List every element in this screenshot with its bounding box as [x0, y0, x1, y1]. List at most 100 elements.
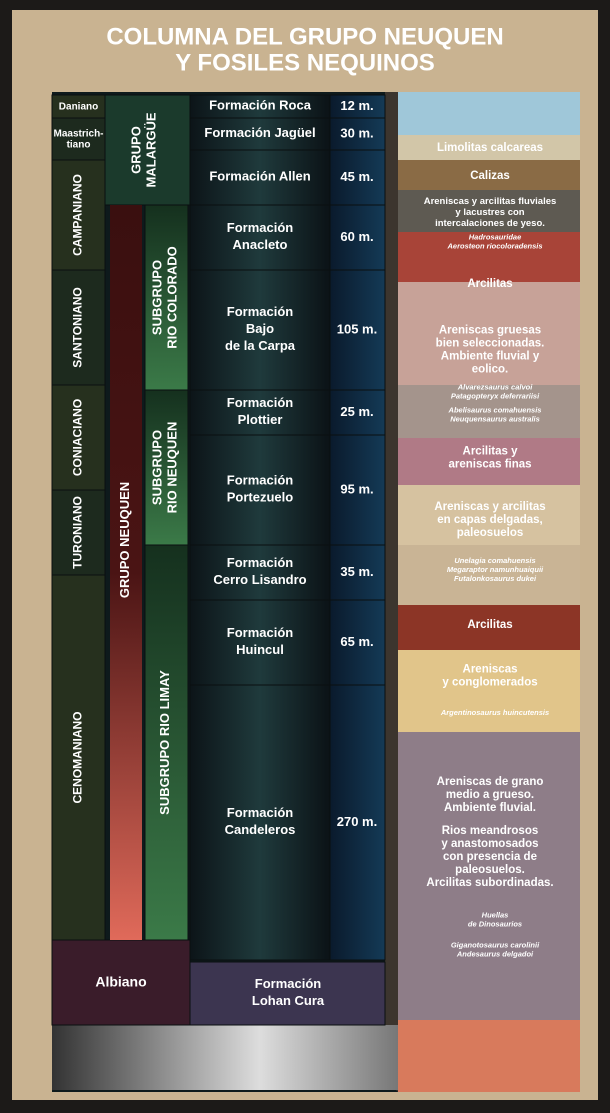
age-label-line: Albiano [95, 973, 146, 989]
lithology-label-line: Arcilitas [467, 278, 512, 290]
rock-layer [398, 385, 580, 438]
fossil-label-line: Patagopteryx deferrariisi [451, 391, 540, 400]
lithology-label-line: y anastomosados [441, 838, 538, 850]
age-label: Maastrich-tiano [53, 128, 103, 150]
lithology-label-line: Calizas [470, 170, 510, 182]
rock-layer [398, 190, 580, 232]
thickness-cell [329, 149, 386, 206]
fossil-label-line: Abelisaurus comahuensis [448, 405, 542, 414]
formation-name-line: Formación Jagüel [204, 125, 315, 140]
group-cell [110, 205, 142, 940]
rock-layer [398, 282, 580, 385]
age-cell [51, 269, 106, 386]
rock-layer [398, 232, 580, 282]
thickness-cell [329, 117, 386, 151]
subgroup-label-line: RIO NEUQUEN [165, 422, 180, 514]
rock-layer [398, 605, 580, 650]
formation-name-line: Formación Roca [209, 98, 312, 113]
lithology-label: Limolitas calcareas [437, 142, 543, 154]
title-line: Y FOSILES NEQUINOS [175, 49, 435, 76]
lithology-label-line: Ambiente fluvial y [441, 351, 540, 363]
formation-name: Formación Bajo de la Carpa [225, 304, 296, 353]
lithology-label-line: eolico. [472, 364, 508, 376]
thickness-cell [329, 599, 386, 686]
formation-name-line: Bajo [246, 321, 274, 336]
thickness-label: 25 m. [340, 404, 373, 419]
lithology-label-line: Arcilitas y [463, 446, 519, 458]
age-label-line: TURONIANO [71, 496, 85, 569]
formation-name: Formación Plottier [227, 395, 294, 427]
subgroup-cell [144, 389, 189, 546]
fossil-label-line: Neuquensaurus australis [450, 414, 540, 423]
subgroup-label-line: RIO COLORADO [165, 246, 180, 349]
formation-name: Formación Portezuelo [227, 473, 294, 505]
lithology-label-line: Areniscas y arcilitas fluviales [424, 196, 557, 207]
lithology-label: Arcilitas [467, 278, 512, 290]
formation-cell [189, 269, 331, 391]
thickness-cell [329, 544, 386, 601]
lithology-label-line: Areniscas de grano [437, 776, 544, 788]
subgroup-label: SUBGRUPORIO COLORADO [150, 246, 180, 349]
fossil-label-line: Huellas [482, 910, 509, 919]
formation-name-line: Formación [227, 395, 294, 410]
formation-cell [189, 389, 331, 436]
rock-layer [398, 485, 580, 545]
fossil-label-line: Hadrosauridae [469, 232, 522, 241]
formation-cell [189, 117, 331, 151]
fossil-label: Huellas de Dinosaurios [468, 910, 522, 928]
subgroup-label: SUBGRUPO RIO LIMAY [157, 670, 172, 815]
fossil-label-line: Futalonkosaurus dukei [454, 574, 537, 583]
rock-layer [398, 1020, 580, 1092]
group-label-line: MALARGÜE [144, 112, 159, 187]
age-cell [51, 574, 106, 941]
fossil-label-line: Argentinosaurus huincutensis [440, 708, 549, 717]
formation-cell [189, 599, 331, 686]
rock-layer [398, 732, 580, 1020]
formation-name-line: Plottier [238, 412, 283, 427]
formation-name-line: Portezuelo [227, 490, 294, 505]
thickness-label: 12 m. [340, 98, 373, 113]
age-label-line: CAMPANIANO [71, 174, 85, 256]
age-label: CONIACIANO [71, 399, 85, 476]
formation-name-line: de la Carpa [225, 338, 296, 353]
lithology-label: Arcilitas [467, 619, 512, 631]
thickness-label: 35 m. [340, 564, 373, 579]
lithology-label-line: Rios meandrosos [442, 825, 539, 837]
lithology-label: Areniscas y conglomerados [442, 664, 537, 689]
age-label-line: SANTONIANO [71, 287, 85, 367]
lithology-label: Calizas [470, 170, 510, 182]
subgroup-label-line: SUBGRUPO [150, 260, 165, 335]
formation-name-line: Cerro Lisandro [213, 572, 306, 587]
subgroup-label: SUBGRUPORIO NEUQUEN [150, 422, 180, 514]
lithology-label: Rios meandrosos y anastomosados con presen… [426, 825, 553, 889]
age-label: SANTONIANO [71, 287, 85, 367]
age-cell [51, 489, 106, 576]
group-label-line: GRUPO NEUQUEN [117, 482, 132, 598]
age-label: Daniano [59, 101, 98, 112]
age-label: TURONIANO [71, 496, 85, 569]
lithology-label: Areniscas gruesas bien seleccionadas. Ambi… [436, 325, 545, 376]
formation-name-line: Anacleto [233, 237, 288, 252]
fossil-label-line: Andesaurus delgadoi [456, 949, 534, 958]
lithology-label-line: Areniscas gruesas [439, 325, 541, 337]
rock-layer [398, 135, 580, 160]
thickness-label: 65 m. [340, 634, 373, 649]
subgroup-cell [144, 204, 189, 391]
formation-name: Formación Candeleros [225, 805, 296, 837]
formation-name-line: Formación [227, 805, 294, 820]
fossil-label: Abelisaurus comahuensis Neuquensaurus aus… [448, 405, 542, 423]
formation-name-line: Lohan Cura [252, 993, 325, 1008]
fossil-label-line: de Dinosaurios [468, 919, 522, 928]
formation-name-line: Candeleros [225, 822, 296, 837]
group-label: GRUPO NEUQUEN [117, 482, 132, 598]
lithology-label-line: con presencia de [443, 851, 537, 863]
rock-layer [398, 545, 580, 605]
fossil-label: Hadrosauridae Aerosteon riocoloradensis [446, 232, 542, 250]
lithology-label: Areniscas y arcilitas fluviales y lacustr… [424, 196, 557, 229]
formation-name: Formación Jagüel [204, 125, 315, 140]
fossil-label-line: Megaraptor namunhuaiquii [447, 565, 544, 574]
formation-name-line: Huincul [236, 642, 284, 657]
lithology-label-line: Areniscas y arcilitas [434, 501, 545, 513]
age-label-line: CENOMANIANO [71, 712, 85, 804]
